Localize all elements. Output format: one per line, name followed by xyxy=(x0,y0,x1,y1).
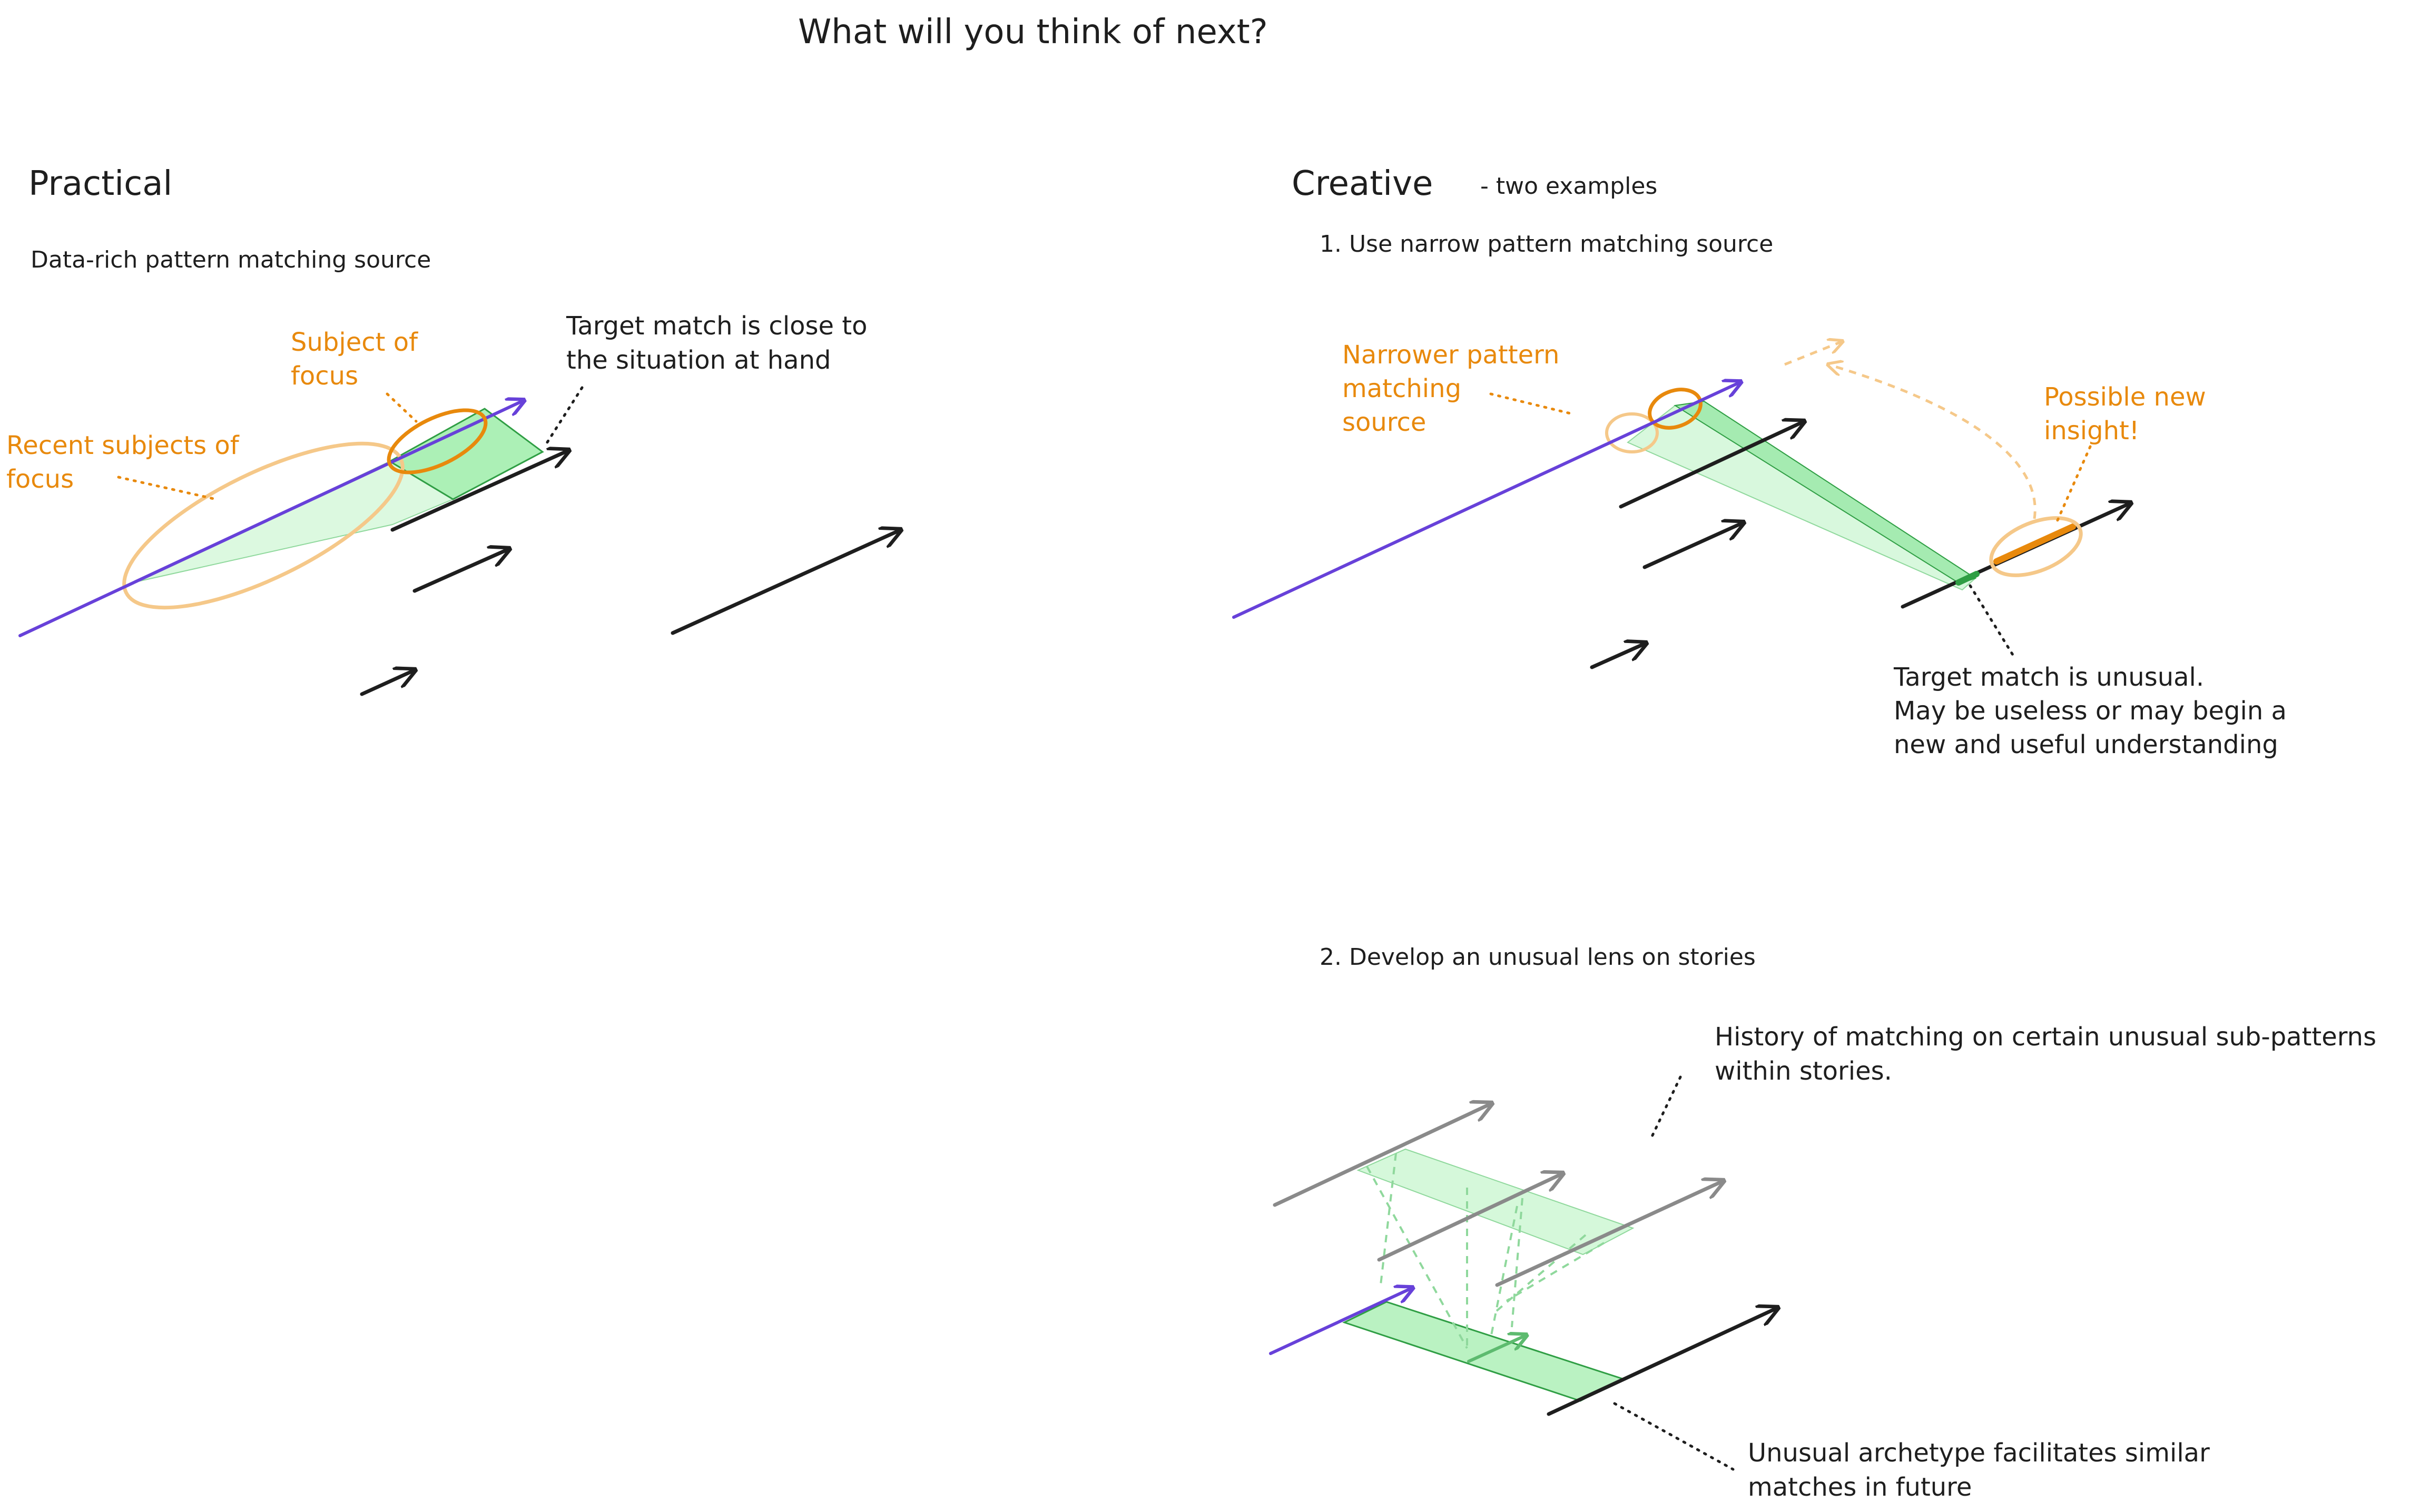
story-arrow xyxy=(671,530,901,635)
example-1-title: 1. Use narrow pattern matching source xyxy=(1320,231,1773,258)
archetype-label: Unusual archetype facilitates similar xyxy=(1748,1438,2210,1468)
creative-heading: Creative xyxy=(1292,164,1433,203)
archetype-leader xyxy=(1613,1402,1735,1471)
history-leader xyxy=(1650,1075,1682,1139)
story-arrow xyxy=(1619,421,1804,509)
focus-history-arrow xyxy=(1269,1288,1413,1355)
narrow-match-wedge xyxy=(1627,400,1976,591)
target-match-leader xyxy=(544,386,584,447)
past-story-arrow xyxy=(1273,1103,1492,1207)
target-unusual-label: May be useless or may begin a xyxy=(1894,696,2287,726)
new-insight-future-arrow xyxy=(1828,364,2037,519)
history-band xyxy=(1356,1148,1635,1256)
narrow-match-core xyxy=(1674,400,1977,585)
archetype-band xyxy=(1342,1301,1625,1402)
narrower-source-label: Narrower pattern xyxy=(1342,340,1559,370)
recent-subjects-label: Recent subjects of xyxy=(6,431,240,460)
archetype-arrow xyxy=(1467,1335,1527,1363)
possible-insight-label: insight! xyxy=(2044,416,2139,446)
practical-heading: Practical xyxy=(28,164,172,203)
practical-section: Practical Data-rich pattern matching sou… xyxy=(6,164,901,696)
target-match-arrow xyxy=(390,450,569,532)
history-label: within stories. xyxy=(1715,1056,1892,1086)
target-match-close-label: the situation at hand xyxy=(566,345,831,375)
creative-section: Creative - two examples 1. Use narrow pa… xyxy=(1232,164,2376,1502)
story-arrow xyxy=(412,549,509,593)
example-2-title: 2. Develop an unusual lens on stories xyxy=(1320,944,1756,971)
focus-history-arrow xyxy=(18,400,524,637)
story-arrow xyxy=(360,670,415,696)
match-band xyxy=(388,408,544,500)
narrower-source-label: matching xyxy=(1342,374,1461,403)
possible-insight-ellipse xyxy=(1989,516,2083,577)
subject-focus-leader xyxy=(386,392,418,423)
creative-heading-note: - two examples xyxy=(1480,173,1657,200)
match-segment xyxy=(1955,571,1980,586)
page-title: What will you think of next? xyxy=(798,13,1268,52)
possible-insight-leader xyxy=(2055,445,2092,523)
current-situation-arrow xyxy=(1547,1308,1778,1416)
focus-history-arrow xyxy=(1232,382,1741,619)
sub-pattern-links xyxy=(1366,1153,1605,1349)
narrower-source-leader xyxy=(1489,392,1574,416)
possible-insight-label: Possible new xyxy=(2044,382,2206,412)
subject-of-focus-ellipse xyxy=(387,408,488,475)
target-unusual-label: new and useful understanding xyxy=(1894,730,2278,759)
practical-subtitle: Data-rich pattern matching source xyxy=(31,246,431,273)
archetype-label: matches in future xyxy=(1748,1473,1972,1502)
recent-subjects-leader xyxy=(117,476,218,501)
subject-of-focus-label: focus xyxy=(291,361,358,391)
recent-subjects-label: focus xyxy=(6,465,74,494)
target-unusual-label: Target match is unusual. xyxy=(1893,663,2204,692)
narrower-source-ellipse xyxy=(1605,412,1659,453)
history-label: History of matching on certain unusual s… xyxy=(1715,1022,2376,1052)
past-story-arrow xyxy=(1377,1173,1563,1262)
future-direction-arrow xyxy=(1784,341,1843,366)
target-unusual-leader xyxy=(1969,584,2015,657)
target-match-close-label: Target match is close to xyxy=(566,311,868,341)
story-arrow xyxy=(1642,522,1744,569)
story-arrow xyxy=(1590,643,1646,669)
subject-of-focus-label: Subject of xyxy=(291,328,418,357)
narrower-source-label: source xyxy=(1342,408,1426,437)
past-story-arrow xyxy=(1495,1181,1724,1287)
insight-segment xyxy=(1993,523,2076,565)
